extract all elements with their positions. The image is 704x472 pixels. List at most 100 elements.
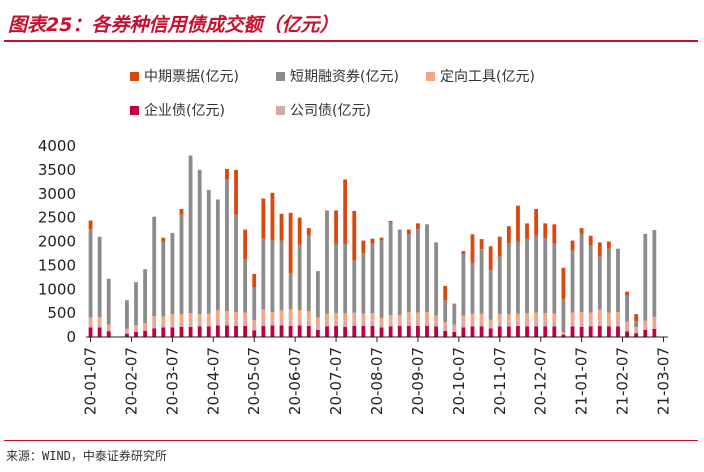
bar-segment-scp — [625, 295, 629, 322]
bar-segment-corp — [379, 322, 384, 328]
bar-segment-scp — [579, 233, 584, 313]
bar-segment-ent — [516, 326, 520, 337]
bar-segment-mtn — [488, 246, 493, 271]
bar-segment-scp — [506, 242, 511, 315]
bar-segment-corp — [497, 321, 502, 327]
bar-segment-corp — [643, 325, 648, 330]
bar-segment-corp — [388, 321, 393, 327]
bar-segment-mtn — [443, 285, 448, 301]
bar-segment-mtn — [534, 209, 539, 236]
bar-segment-ent — [597, 326, 602, 337]
bar-segment-ent — [325, 326, 329, 337]
bar-segment-mtn — [343, 179, 348, 244]
bar-segment-scp — [206, 189, 211, 314]
bar-segment-ppn — [388, 315, 393, 322]
bar-segment-ppn — [406, 312, 411, 321]
bar-segment-scp — [425, 224, 429, 313]
legend-item-mtn: 中期票据(亿元) — [130, 66, 239, 86]
bar-segment-scp — [306, 235, 311, 312]
bar-segment-scp — [352, 260, 357, 313]
bar-segment-corp — [288, 320, 293, 327]
bar-segment-scp — [588, 245, 593, 313]
bar-segment-ent — [470, 326, 475, 337]
bar-segment-ppn — [443, 322, 448, 325]
y-tick-label: 1000 — [38, 280, 76, 298]
bar-segment-ppn — [243, 312, 248, 321]
bar-segment-scp — [143, 269, 148, 324]
x-tick-label: 20-08-07 — [368, 347, 386, 415]
x-tick-label: 20-03-07 — [163, 347, 181, 415]
bar-segment-ent — [279, 325, 284, 337]
bar-segment-ppn — [552, 313, 557, 322]
bar-segment-scp — [370, 243, 375, 314]
bar-segment-corp — [206, 322, 211, 327]
bar-segment-mtn — [370, 238, 375, 244]
bar-segment-corp — [315, 324, 320, 330]
x-tick-label: 20-01-07 — [82, 347, 100, 415]
bar-segment-ent — [188, 326, 193, 337]
bar-segment-mtn — [506, 226, 511, 243]
bar-segment-mtn — [406, 229, 411, 235]
x-tick-label: 20-12-07 — [532, 347, 550, 415]
bar-segment-ent — [197, 326, 202, 337]
bar-segment-scp — [279, 240, 284, 311]
bar-segment-scp — [388, 222, 393, 316]
x-tick-label: 20-10-07 — [450, 347, 468, 415]
bar-segment-corp — [506, 321, 511, 327]
bar-segment-corp — [270, 320, 275, 326]
bar-segment-ent — [634, 333, 639, 337]
x-tick-label: 21-01-07 — [573, 347, 591, 415]
bar-segment-ppn — [343, 313, 348, 321]
bar-segment-mtn — [225, 168, 229, 180]
bar-segment-corp — [470, 321, 475, 327]
bar-segment-corp — [334, 320, 338, 327]
legend-swatch-ent — [130, 105, 139, 115]
bar-segment-scp — [606, 248, 611, 313]
bar-segment-mtn — [634, 314, 639, 322]
bar-segment-ent — [452, 331, 457, 337]
bar-segment-ent — [215, 325, 220, 337]
bar-segment-ent — [234, 326, 238, 337]
bar-segment-corp — [188, 322, 193, 327]
bar-segment-corp — [370, 320, 375, 327]
bar-segment-ent — [397, 326, 402, 337]
bar-segment-scp — [361, 252, 366, 314]
bar-segment-ppn — [543, 313, 548, 322]
bar-segment-ent — [579, 326, 584, 337]
bar-segment-ppn — [652, 316, 657, 325]
bar-segment-mtn — [379, 237, 384, 241]
bar-segment-ppn — [288, 309, 293, 321]
bar-segment-mtn — [416, 223, 420, 230]
bar-segment-ent — [152, 328, 157, 337]
bar-segment-ppn — [306, 311, 311, 321]
bar-segment-corp — [652, 324, 657, 329]
y-tick-label: 2500 — [38, 209, 76, 227]
bar-segment-scp — [325, 210, 329, 314]
bar-segment-corp — [352, 321, 357, 327]
bar-segment-ent — [288, 326, 293, 337]
bar-segment-corp — [534, 321, 539, 327]
bar-segment-corp — [261, 319, 266, 327]
bar-segment-ppn — [452, 324, 457, 328]
bar-segment-ppn — [625, 321, 629, 328]
bar-segment-corp — [97, 323, 102, 328]
bar-segment-ent — [443, 330, 448, 337]
bar-segment-ent — [106, 331, 111, 337]
bar-segment-corp — [143, 326, 148, 331]
legend-item-ppn: 定向工具(亿元) — [426, 66, 535, 86]
bar-segment-ppn — [606, 312, 611, 322]
bar-segment-scp — [570, 250, 575, 313]
bar-segment-ent — [588, 326, 593, 337]
bar-segment-ppn — [379, 317, 384, 323]
bar-segment-ppn — [152, 315, 157, 322]
bar-segment-ent — [134, 331, 138, 337]
bar-segment-scp — [597, 256, 602, 310]
bar-segment-corp — [306, 320, 311, 327]
bar-segment-scp — [416, 229, 420, 313]
bar-segment-ppn — [161, 316, 166, 325]
bar-segment-ent — [652, 328, 657, 337]
bar-segment-scp — [643, 233, 648, 321]
bar-segment-mtn — [279, 213, 284, 241]
bar-segment-scp — [443, 300, 448, 323]
bar-segment-scp — [543, 238, 548, 314]
